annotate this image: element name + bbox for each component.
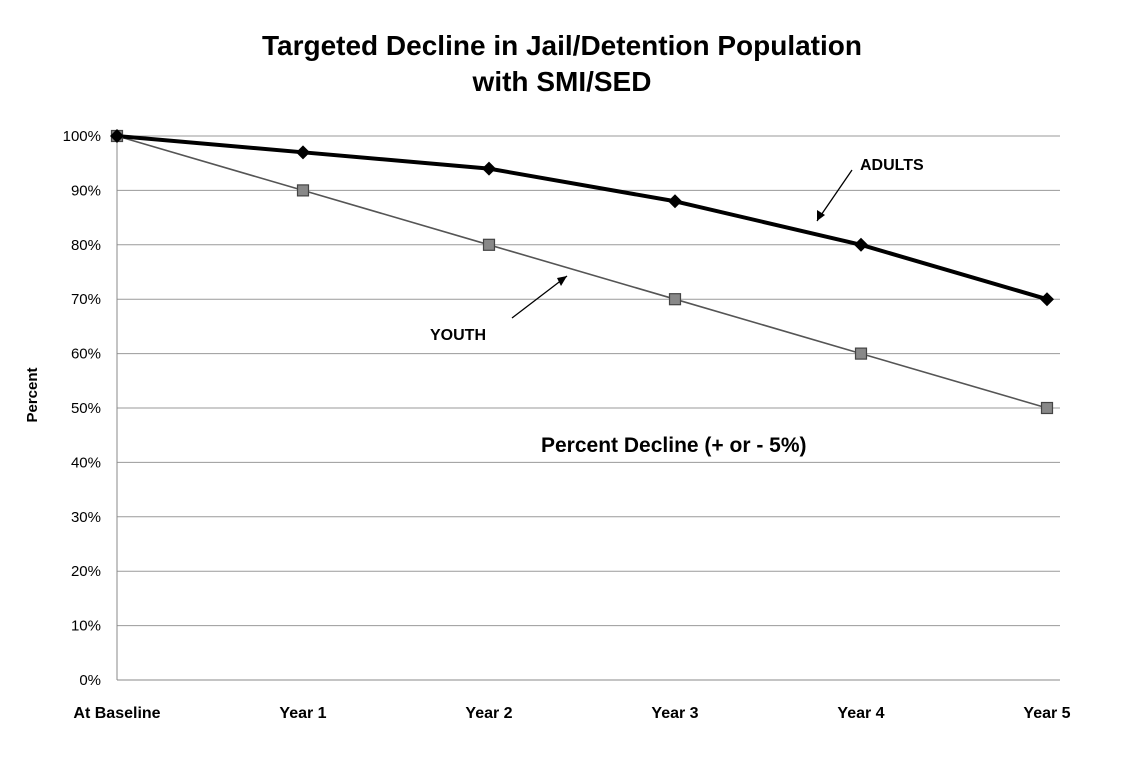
series-lines [116, 134, 1048, 409]
gridlines [116, 135, 1060, 681]
adults-point [668, 194, 682, 209]
adults-arrowhead [817, 210, 825, 221]
x-tick-label: Year 5 [1023, 705, 1070, 722]
y-axis-label: Percent [24, 367, 41, 422]
youth-arrow [511, 275, 568, 319]
youth-point [482, 238, 496, 251]
x-tick-label: Year 2 [465, 705, 512, 722]
chart-subtitle: with SMI/SED [472, 66, 652, 97]
series-line-adults [116, 134, 1048, 302]
y-tick-label: 10% [71, 618, 101, 635]
adults-point [482, 161, 496, 176]
adults-point [1040, 292, 1054, 307]
adults-point [854, 237, 868, 252]
adults-point [296, 145, 310, 160]
youth-point [668, 293, 682, 306]
y-tick-label: 40% [71, 454, 101, 471]
y-tick-label: 30% [71, 509, 101, 526]
y-tick-label: 90% [71, 182, 101, 199]
adults-point [110, 129, 124, 143]
y-tick-label: 50% [71, 400, 101, 417]
x-tick-label: Year 1 [279, 705, 326, 722]
x-tick-label: Year 4 [837, 705, 884, 722]
decline-note: Percent Decline (+ or - 5%) [541, 434, 807, 457]
youth-point [1040, 401, 1054, 415]
x-axis-ticks: At Baseline Year 1 Year 2 Year 3 Year 4 Year … [73, 705, 1070, 722]
youth-annotation: YOUTH [430, 327, 486, 344]
adults-annotation: ADULTS [860, 157, 924, 174]
youth-point [296, 184, 310, 197]
y-axis-ticks: 0% 10% 20% 30% 40% 50% 60% 70% 80% 90% 100% [63, 128, 101, 689]
y-tick-label: 20% [71, 563, 101, 580]
y-tick-label: 100% [63, 128, 101, 145]
adults-arrow [816, 169, 853, 222]
chart-title: Targeted Decline in Jail/Detention Popul… [261, 30, 862, 61]
x-tick-label: At Baseline [73, 705, 160, 722]
x-tick-label: Year 3 [651, 705, 698, 722]
series-markers [110, 129, 1054, 415]
series-line-youth [116, 135, 1048, 409]
y-tick-label: 80% [71, 237, 101, 254]
y-tick-label: 0% [79, 672, 101, 689]
y-tick-label: 70% [71, 291, 101, 308]
youth-arrowhead [557, 276, 567, 286]
youth-point [854, 347, 868, 360]
y-tick-label: 60% [71, 346, 101, 363]
